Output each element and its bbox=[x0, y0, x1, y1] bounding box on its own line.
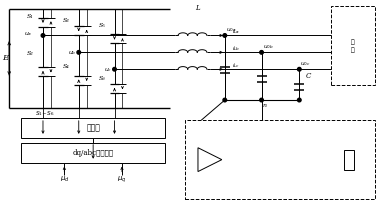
Bar bbox=[21, 143, 165, 163]
Bar bbox=[331, 6, 375, 85]
Circle shape bbox=[41, 34, 45, 37]
Text: 负: 负 bbox=[351, 40, 355, 45]
Text: $i_{La}$: $i_{La}$ bbox=[232, 27, 240, 36]
Text: S₄: S₄ bbox=[63, 64, 70, 69]
Polygon shape bbox=[198, 148, 222, 172]
Text: dq/abc坐标变换: dq/abc坐标变换 bbox=[73, 149, 114, 157]
Text: $u_{0c}$: $u_{0c}$ bbox=[300, 60, 311, 68]
Text: $i_{Lc}$: $i_{Lc}$ bbox=[232, 61, 240, 70]
Circle shape bbox=[298, 98, 301, 102]
Text: S₅: S₅ bbox=[99, 23, 106, 28]
Circle shape bbox=[260, 98, 263, 102]
Text: $\mu_d$: $\mu_d$ bbox=[59, 175, 69, 184]
Text: $u_c$: $u_c$ bbox=[104, 66, 113, 74]
Text: C: C bbox=[306, 72, 311, 80]
Text: $i_{Lb}$: $i_{Lb}$ bbox=[232, 44, 240, 53]
Circle shape bbox=[298, 68, 301, 71]
Text: 载: 载 bbox=[351, 47, 355, 53]
Text: $u_{0a}$: $u_{0a}$ bbox=[226, 27, 236, 35]
Circle shape bbox=[260, 50, 263, 54]
Circle shape bbox=[77, 50, 81, 54]
Bar bbox=[21, 118, 165, 138]
Text: S₁: S₁ bbox=[27, 14, 34, 19]
Text: L: L bbox=[195, 4, 200, 12]
Text: $S_1$~$S_6$: $S_1$~$S_6$ bbox=[35, 109, 54, 118]
Circle shape bbox=[223, 34, 227, 37]
Text: $u_{0b}$: $u_{0b}$ bbox=[262, 43, 273, 51]
Text: S₃: S₃ bbox=[63, 18, 70, 23]
Circle shape bbox=[223, 98, 227, 102]
Text: E: E bbox=[2, 54, 8, 62]
Text: $u_b$: $u_b$ bbox=[68, 49, 77, 57]
Text: $\mu_q$: $\mu_q$ bbox=[117, 174, 127, 185]
Text: n: n bbox=[262, 102, 267, 108]
Text: $u_a$: $u_a$ bbox=[24, 30, 32, 38]
Text: S₂: S₂ bbox=[27, 51, 34, 56]
Circle shape bbox=[113, 68, 116, 71]
Text: 调制器: 调制器 bbox=[86, 124, 100, 132]
Bar bbox=[344, 150, 354, 170]
Text: S₆: S₆ bbox=[99, 76, 106, 81]
Bar bbox=[185, 120, 375, 199]
